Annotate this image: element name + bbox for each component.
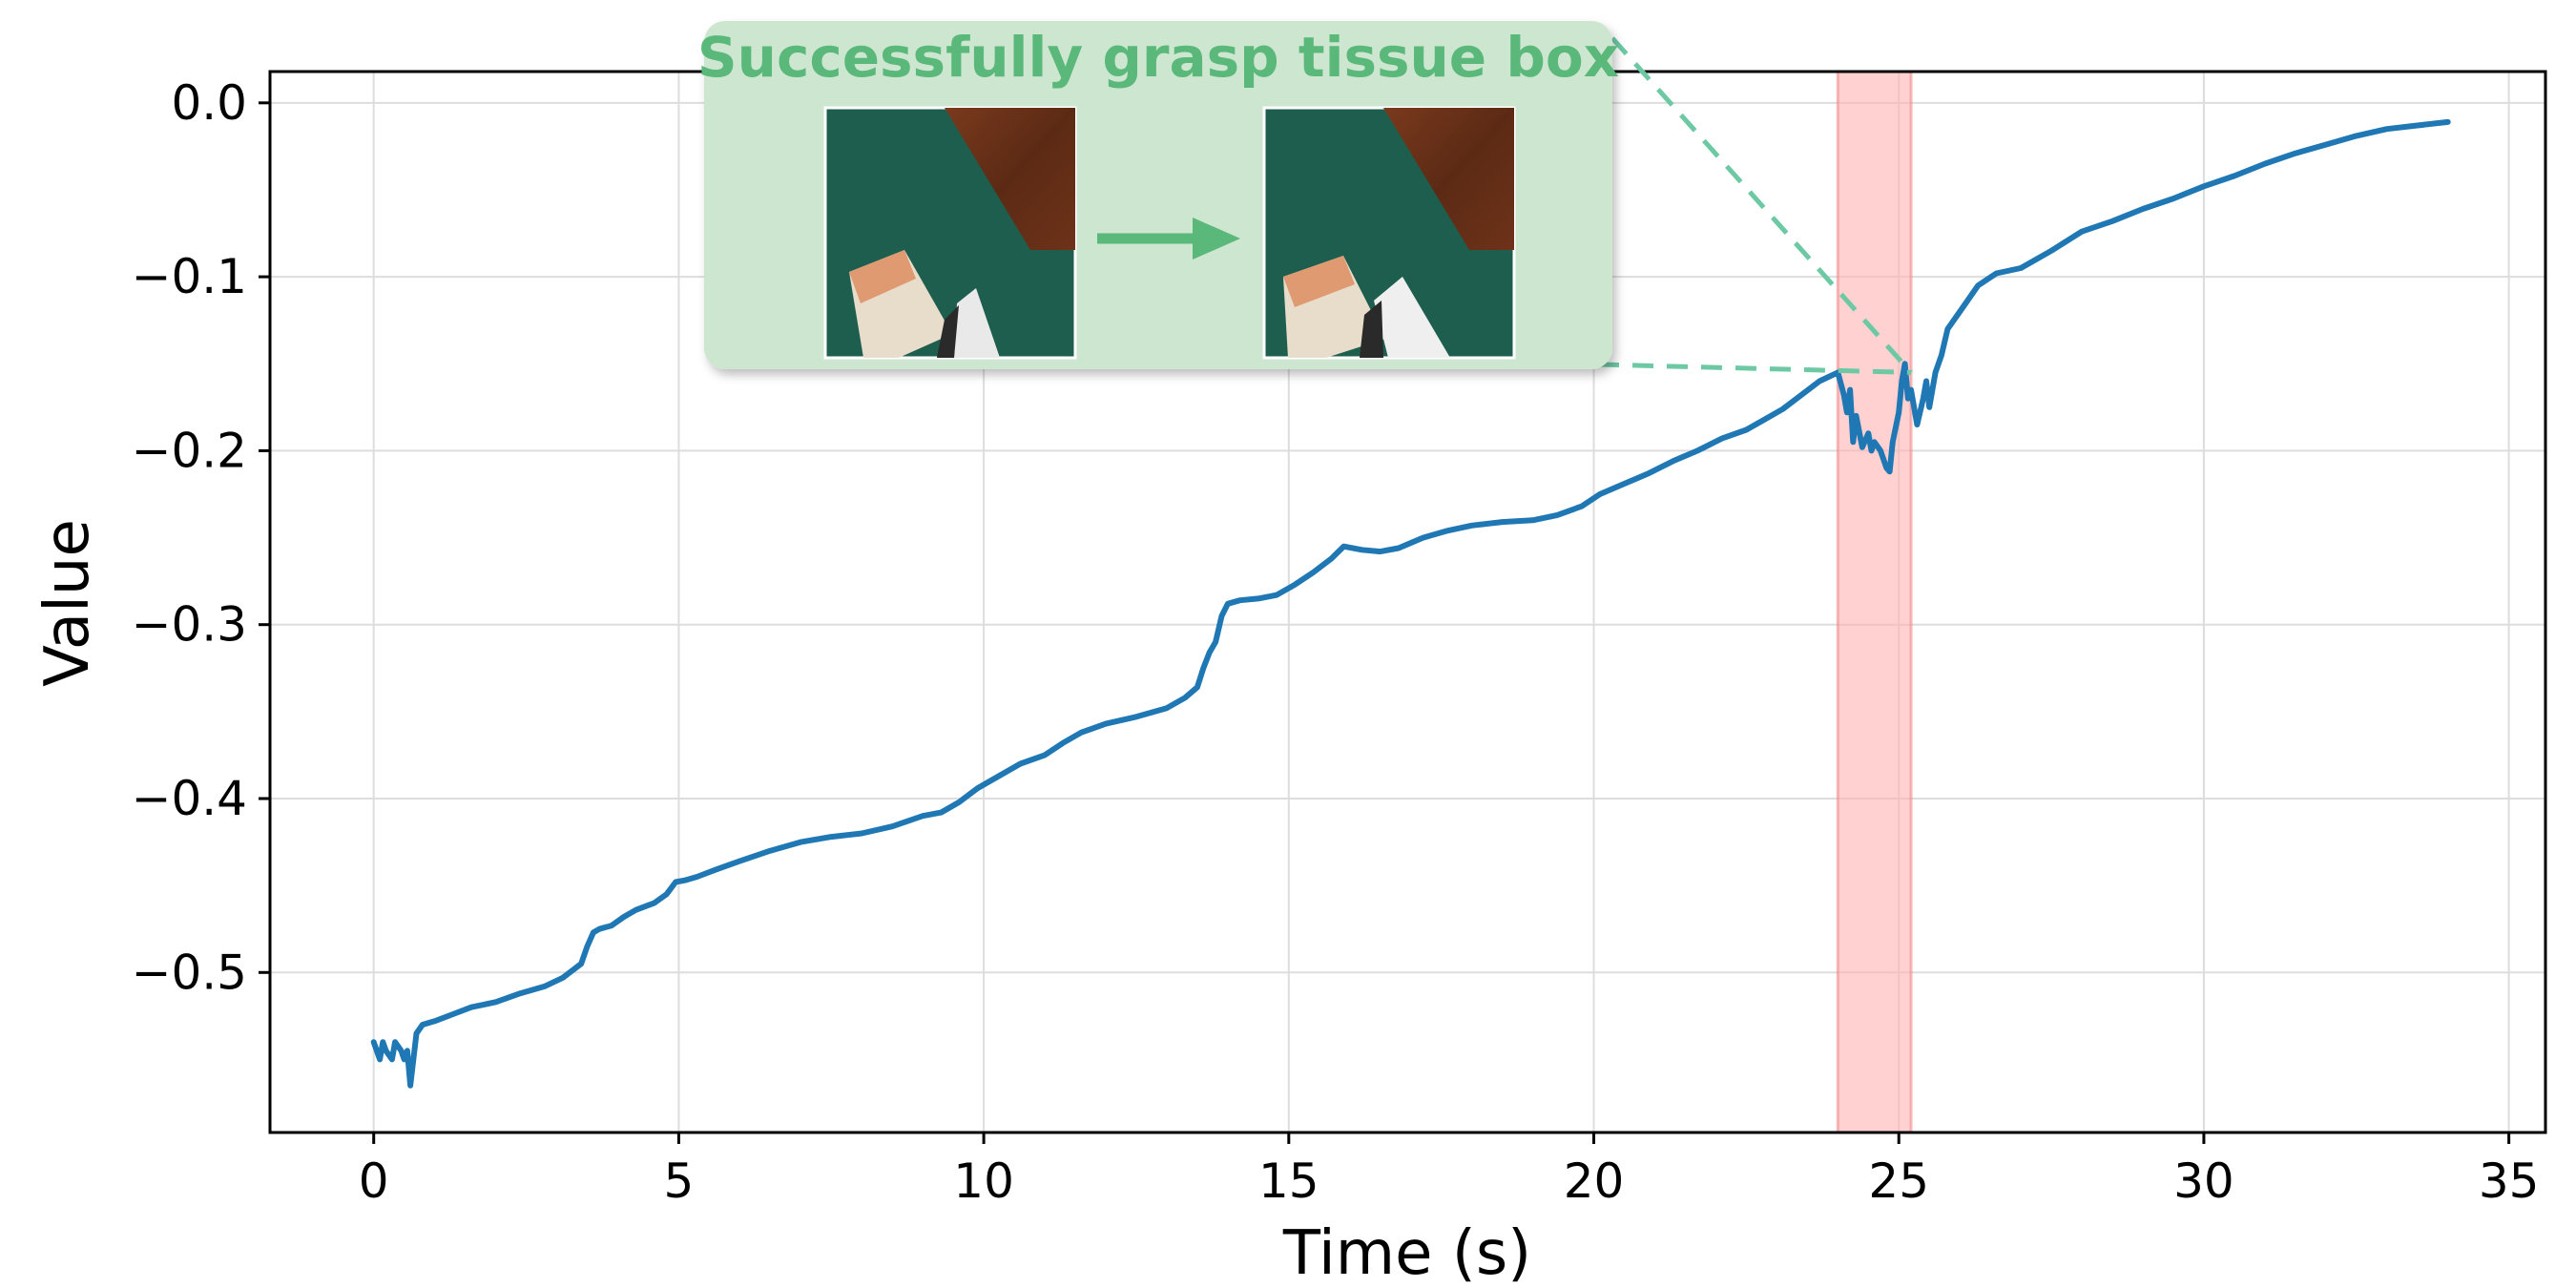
annotation-connectors	[1597, 36, 1913, 375]
y-tick-label: −0.1	[132, 249, 247, 304]
y-tick-label: −0.5	[132, 945, 247, 1000]
x-tick-label: 30	[2173, 1153, 2234, 1209]
x-ticks: 0 5 10 15 20 25 30 35	[359, 1132, 2540, 1209]
series-layer	[370, 118, 2451, 1089]
x-tick-label: 25	[1868, 1153, 1929, 1209]
x-tick-label: 10	[953, 1153, 1014, 1209]
highlight-span	[1836, 70, 1913, 1134]
x-tick-label: 5	[663, 1153, 694, 1209]
robot-image-before	[823, 106, 1077, 360]
x-tick-label: 0	[359, 1153, 389, 1209]
annotation-title: Successfully grasp tissue box	[697, 25, 1619, 90]
connector-line	[1610, 36, 1913, 375]
annotation-callout: Successfully grasp tissue box	[697, 21, 1619, 369]
y-tick-label: 0.0	[171, 75, 247, 131]
highlight-span-layer	[1836, 70, 1913, 1134]
x-tick-label: 20	[1564, 1153, 1625, 1209]
connector-line	[1597, 362, 1912, 375]
right-arrow-icon	[1097, 218, 1240, 260]
x-axis-title: Time (s)	[1282, 1218, 1531, 1288]
y-tick-label: −0.2	[132, 423, 247, 478]
series-line	[370, 118, 2451, 1089]
x-tick-label: 35	[2479, 1153, 2540, 1209]
robot-image-after	[1262, 106, 1516, 360]
y-tick-label: −0.3	[132, 597, 247, 653]
y-tick-label: −0.4	[132, 771, 247, 826]
y-axis-title: Value	[32, 519, 103, 687]
y-ticks: 0.0 −0.1 −0.2 −0.3 −0.4 −0.5	[132, 75, 270, 1000]
x-tick-label: 15	[1258, 1153, 1319, 1209]
